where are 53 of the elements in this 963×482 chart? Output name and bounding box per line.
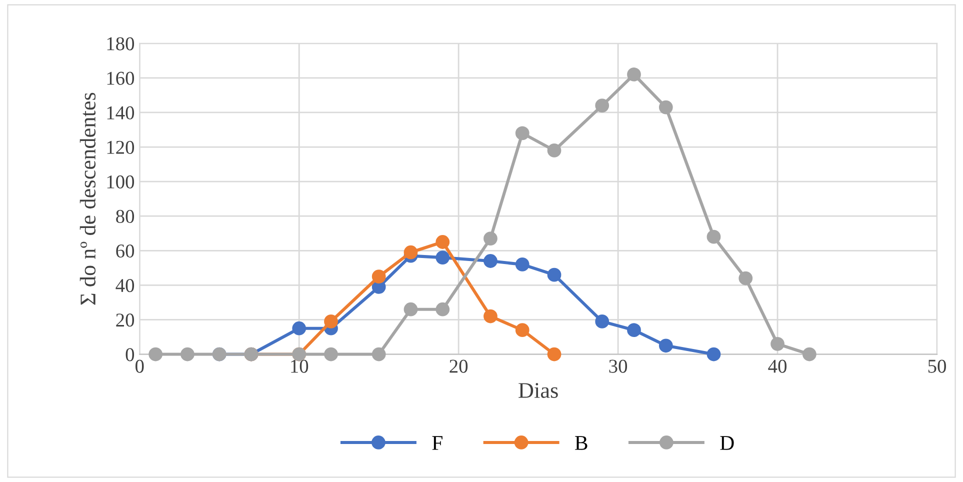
point (484, 254, 498, 268)
point (658, 338, 673, 353)
y-tick-label: 20 (116, 314, 134, 327)
point (706, 347, 721, 362)
point (436, 235, 450, 249)
y-tick-label: 140 (107, 106, 134, 120)
point (404, 245, 418, 260)
legend-label: D (720, 436, 734, 450)
point (484, 309, 498, 324)
point (802, 347, 816, 362)
y-axis-title: Σ do nº de descendentes (80, 92, 96, 305)
y-tick-label: 0 (126, 348, 134, 362)
y-tick-label: 100 (107, 175, 134, 188)
y-tick-label: 120 (107, 140, 134, 154)
point (292, 321, 306, 336)
point (372, 270, 386, 284)
point (547, 347, 562, 362)
point (404, 302, 418, 316)
x-tick-label: 10 (291, 360, 308, 373)
point (484, 232, 498, 246)
y-tick-label: 160 (107, 72, 134, 85)
point (547, 144, 562, 158)
point (595, 98, 610, 113)
x-tick-label: 40 (768, 360, 787, 373)
point (324, 314, 338, 328)
point (627, 323, 641, 338)
point (706, 230, 721, 244)
y-tick-label: 60 (116, 244, 134, 258)
legend-label: B (575, 436, 588, 450)
point (436, 250, 450, 264)
point (324, 347, 338, 362)
point (738, 271, 753, 286)
x-tick-label: 20 (450, 360, 468, 373)
point (372, 347, 386, 362)
x-tick-label: 30 (609, 360, 628, 373)
y-tick-label: 40 (116, 279, 134, 292)
point (547, 268, 562, 282)
y-tick-label: 180 (107, 37, 134, 50)
point (658, 100, 673, 114)
y-tick-label: 80 (116, 210, 134, 224)
x-tick-label: 0 (136, 360, 144, 373)
legend-label: F (432, 436, 442, 450)
x-tick-label: 50 (928, 360, 946, 373)
point (515, 258, 530, 272)
point (515, 126, 530, 140)
point (770, 336, 784, 351)
point (436, 302, 450, 316)
point (515, 323, 530, 338)
x-axis-title: Dias (518, 383, 558, 398)
point (627, 68, 641, 82)
point (595, 314, 610, 328)
point (148, 347, 163, 362)
point (180, 347, 194, 362)
